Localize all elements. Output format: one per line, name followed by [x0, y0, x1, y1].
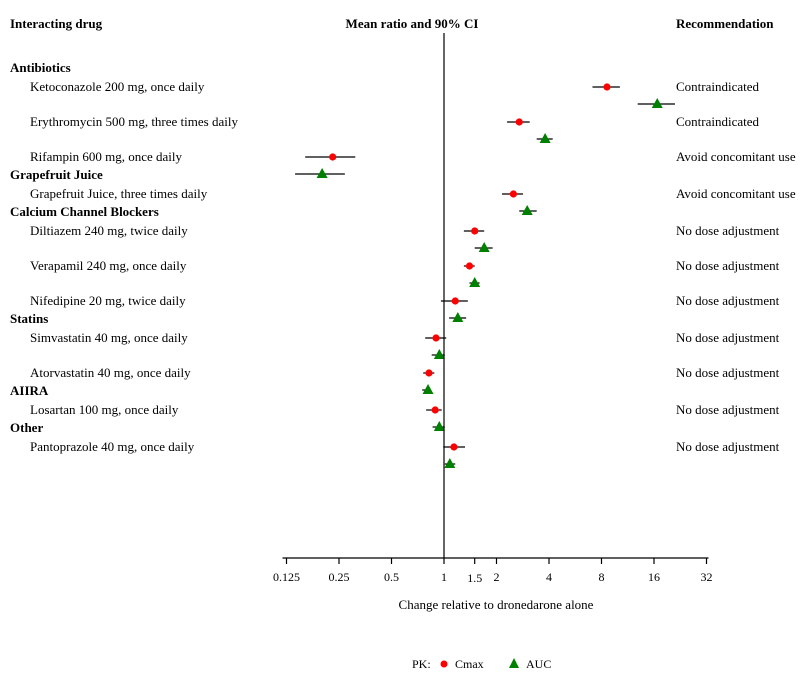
- cmax-point: [471, 227, 479, 235]
- recommendation-label: No dose adjustment: [676, 365, 780, 380]
- x-axis-title: Change relative to dronedarone alone: [399, 597, 594, 612]
- x-tick-label: 8: [599, 570, 605, 584]
- legend-cmax-label: Cmax: [455, 657, 484, 671]
- group-label: Other: [10, 420, 43, 435]
- cmax-point: [432, 334, 440, 342]
- group-label: AIIRA: [10, 383, 49, 398]
- group-label: Grapefruit Juice: [10, 167, 103, 182]
- legend: PK: Cmax AUC: [412, 657, 551, 671]
- auc-point: [444, 458, 456, 468]
- header-recommendation: Recommendation: [676, 16, 774, 31]
- x-tick-label: 4: [546, 570, 552, 584]
- cmax-point: [450, 443, 458, 451]
- drug-label: Verapamil 240 mg, once daily: [30, 258, 187, 273]
- drug-label: Pantoprazole 40 mg, once daily: [30, 439, 195, 454]
- group-label: Calcium Channel Blockers: [10, 204, 159, 219]
- recommendation-label: No dose adjustment: [676, 223, 780, 238]
- x-tick-label: 1: [441, 570, 447, 584]
- group-label: Antibiotics: [10, 60, 71, 75]
- drug-label: Nifedipine 20 mg, twice daily: [30, 293, 186, 308]
- x-tick-label: 0.5: [384, 570, 399, 584]
- marks-layer: [295, 83, 675, 468]
- recommendation-label: Avoid concomitant use: [676, 186, 796, 201]
- cmax-point: [465, 262, 474, 270]
- auc-point: [433, 421, 445, 431]
- x-tick-label: 16: [648, 570, 660, 584]
- recommendation-label: No dose adjustment: [676, 258, 780, 273]
- drug-label: Diltiazem 240 mg, twice daily: [30, 223, 188, 238]
- cmax-point: [603, 83, 611, 91]
- group-label: Statins: [10, 311, 48, 326]
- auc-point: [478, 242, 490, 252]
- auc-point: [316, 168, 328, 178]
- cmax-point: [509, 190, 518, 198]
- auc-point: [433, 349, 445, 359]
- recommendation-label: No dose adjustment: [676, 293, 780, 308]
- recommendation-label: No dose adjustment: [676, 402, 780, 417]
- auc-point: [521, 205, 533, 215]
- drug-label: Simvastatin 40 mg, once daily: [30, 330, 188, 345]
- drug-label: Grapefruit Juice, three times daily: [30, 186, 208, 201]
- legend-auc-label: AUC: [526, 657, 551, 671]
- recommendation-label: Avoid concomitant use: [676, 149, 796, 164]
- x-tick-label: 0.25: [329, 570, 350, 584]
- rows-layer: Antibiotics Ketoconazole 200 mg, once dai…: [10, 60, 796, 454]
- cmax-point: [329, 153, 337, 161]
- x-axis: 0.125 0.25 0.5 1 1.5 2 4 8 16 32: [273, 33, 713, 585]
- x-tick-label: 2: [494, 570, 500, 584]
- header-mean-ratio: Mean ratio and 90% CI: [346, 16, 479, 31]
- drug-label: Ketoconazole 200 mg, once daily: [30, 79, 205, 94]
- auc-point: [422, 384, 434, 394]
- cmax-point: [515, 118, 523, 126]
- recommendation-label: No dose adjustment: [676, 330, 780, 345]
- cmax-point: [431, 406, 439, 414]
- x-tick-label: 32: [701, 570, 713, 584]
- header-interacting-drug: Interacting drug: [10, 16, 103, 31]
- recommendation-label: Contraindicated: [676, 79, 760, 94]
- legend-auc-marker: [509, 658, 519, 668]
- drug-label: Erythromycin 500 mg, three times daily: [30, 114, 238, 129]
- x-tick-label: 1.5: [467, 571, 482, 585]
- x-tick-label: 0.125: [273, 570, 300, 584]
- auc-point: [452, 312, 464, 322]
- legend-cmax-marker: [440, 660, 448, 668]
- drug-label: Losartan 100 mg, once daily: [30, 402, 179, 417]
- auc-point: [651, 98, 663, 108]
- drug-label: Rifampin 600 mg, once daily: [30, 149, 183, 164]
- auc-point: [469, 277, 481, 287]
- recommendation-label: No dose adjustment: [676, 439, 780, 454]
- recommendation-label: Contraindicated: [676, 114, 760, 129]
- cmax-point: [425, 369, 433, 377]
- legend-title: PK:: [412, 657, 431, 671]
- cmax-point: [451, 297, 459, 305]
- auc-point: [539, 133, 551, 143]
- drug-label: Atorvastatin 40 mg, once daily: [30, 365, 191, 380]
